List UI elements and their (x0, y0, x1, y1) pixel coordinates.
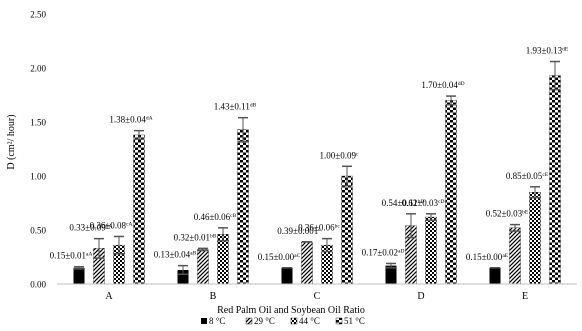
error-bar (94, 237, 104, 259)
legend-item: 44 °C (290, 316, 320, 326)
error-bar (510, 223, 520, 232)
data-label: 0.62±0.03cD (402, 198, 445, 208)
data-label: 1.93±0.13dE (526, 46, 569, 56)
bar (217, 234, 229, 285)
legend-label: 8 °C (209, 316, 225, 326)
data-label: 0.54±0.11bD (382, 198, 425, 208)
bar (73, 267, 85, 284)
bar (425, 216, 437, 285)
bar (281, 267, 293, 284)
bar (549, 75, 561, 285)
data-label: 0.52±0.03bE (486, 209, 529, 219)
y-axis: 0.00 0.50 1.00 1.50 2.00 2.50 (30, 10, 46, 290)
legend-swatch (290, 317, 298, 325)
bar (197, 249, 209, 285)
legend-swatch (245, 317, 253, 325)
error-bar (386, 262, 396, 269)
error-bar (446, 95, 456, 106)
bar (301, 241, 313, 285)
x-tick-label: E (522, 291, 528, 302)
error-bar (134, 129, 144, 141)
error-bar (238, 116, 248, 143)
bar (341, 175, 353, 285)
x-axis: A B C D E (57, 283, 577, 302)
data-label: 1.38±0.04dA (109, 115, 152, 125)
legend: 8 °C 29 °C 44 °C 51 °C (201, 316, 365, 326)
data-label: 0.36±0.06bc (298, 223, 340, 233)
data-label: 1.43±0.11dB (214, 102, 257, 112)
bar (177, 269, 189, 284)
error-bar (74, 265, 84, 270)
y-tick-label: 2.50 (30, 10, 46, 20)
error-bar (178, 264, 188, 276)
y-tick-label: 0.00 (30, 280, 46, 290)
legend-item: 29 °C (245, 316, 275, 326)
bar (237, 129, 249, 285)
data-label: 1.00±0.09c (320, 150, 359, 160)
y-tick-label: 1.00 (30, 172, 46, 182)
bar (445, 100, 457, 285)
legend-swatch (201, 318, 207, 324)
legend-item: 51 °C (335, 316, 365, 326)
x-tick-label: D (417, 291, 424, 302)
data-label: 0.15±0.01aA (50, 251, 93, 261)
error-bar (530, 186, 540, 199)
y-tick-label: 2.00 (30, 64, 46, 74)
y-tick-label: 1.50 (30, 118, 46, 128)
legend-label: 51 °C (344, 316, 365, 326)
legend-label: 29 °C (254, 316, 275, 326)
legend-swatch (335, 317, 343, 325)
data-label: 0.15±0.00aE (466, 252, 509, 262)
data-label: 0.33±0.09bA (69, 223, 112, 233)
error-bar (426, 213, 436, 222)
data-label: 0.32±0.01bB (174, 232, 217, 242)
x-tick-label: B (210, 291, 217, 302)
data-label: 0.13±0.04aB (154, 250, 197, 260)
data-label: 0.36±0.08cA (90, 220, 133, 230)
data-label: 0.46±0.06cB (194, 212, 237, 222)
data-label: 0.39±0.001c (277, 226, 321, 236)
bar (489, 267, 501, 284)
x-axis-label: Red Palm Oil and Soybean Oil Ratio (217, 305, 365, 316)
bar (509, 227, 521, 285)
error-bar (198, 247, 208, 252)
legend-item: 8 °C (201, 316, 225, 326)
y-axis-label: D (cm²/ hour) (6, 114, 17, 169)
error-bar (550, 60, 560, 91)
bar (385, 265, 397, 284)
error-bar (218, 227, 228, 242)
data-label: 1.70±0.04dD (421, 80, 464, 90)
bar (133, 134, 145, 285)
x-tick-label: C (314, 291, 321, 302)
x-tick-label: A (105, 291, 113, 302)
error-bar (114, 235, 124, 255)
error-bar (342, 165, 352, 187)
error-bar (322, 237, 332, 253)
error-bar (406, 213, 416, 239)
y-tick-label: 0.50 (30, 226, 46, 236)
legend-label: 44 °C (299, 316, 320, 326)
data-label: 0.15±0.00aC (258, 252, 301, 262)
bar (529, 192, 541, 285)
data-label: 0.17±0.02aD (362, 247, 405, 257)
data-label: 0.85±0.05cE (506, 171, 549, 181)
